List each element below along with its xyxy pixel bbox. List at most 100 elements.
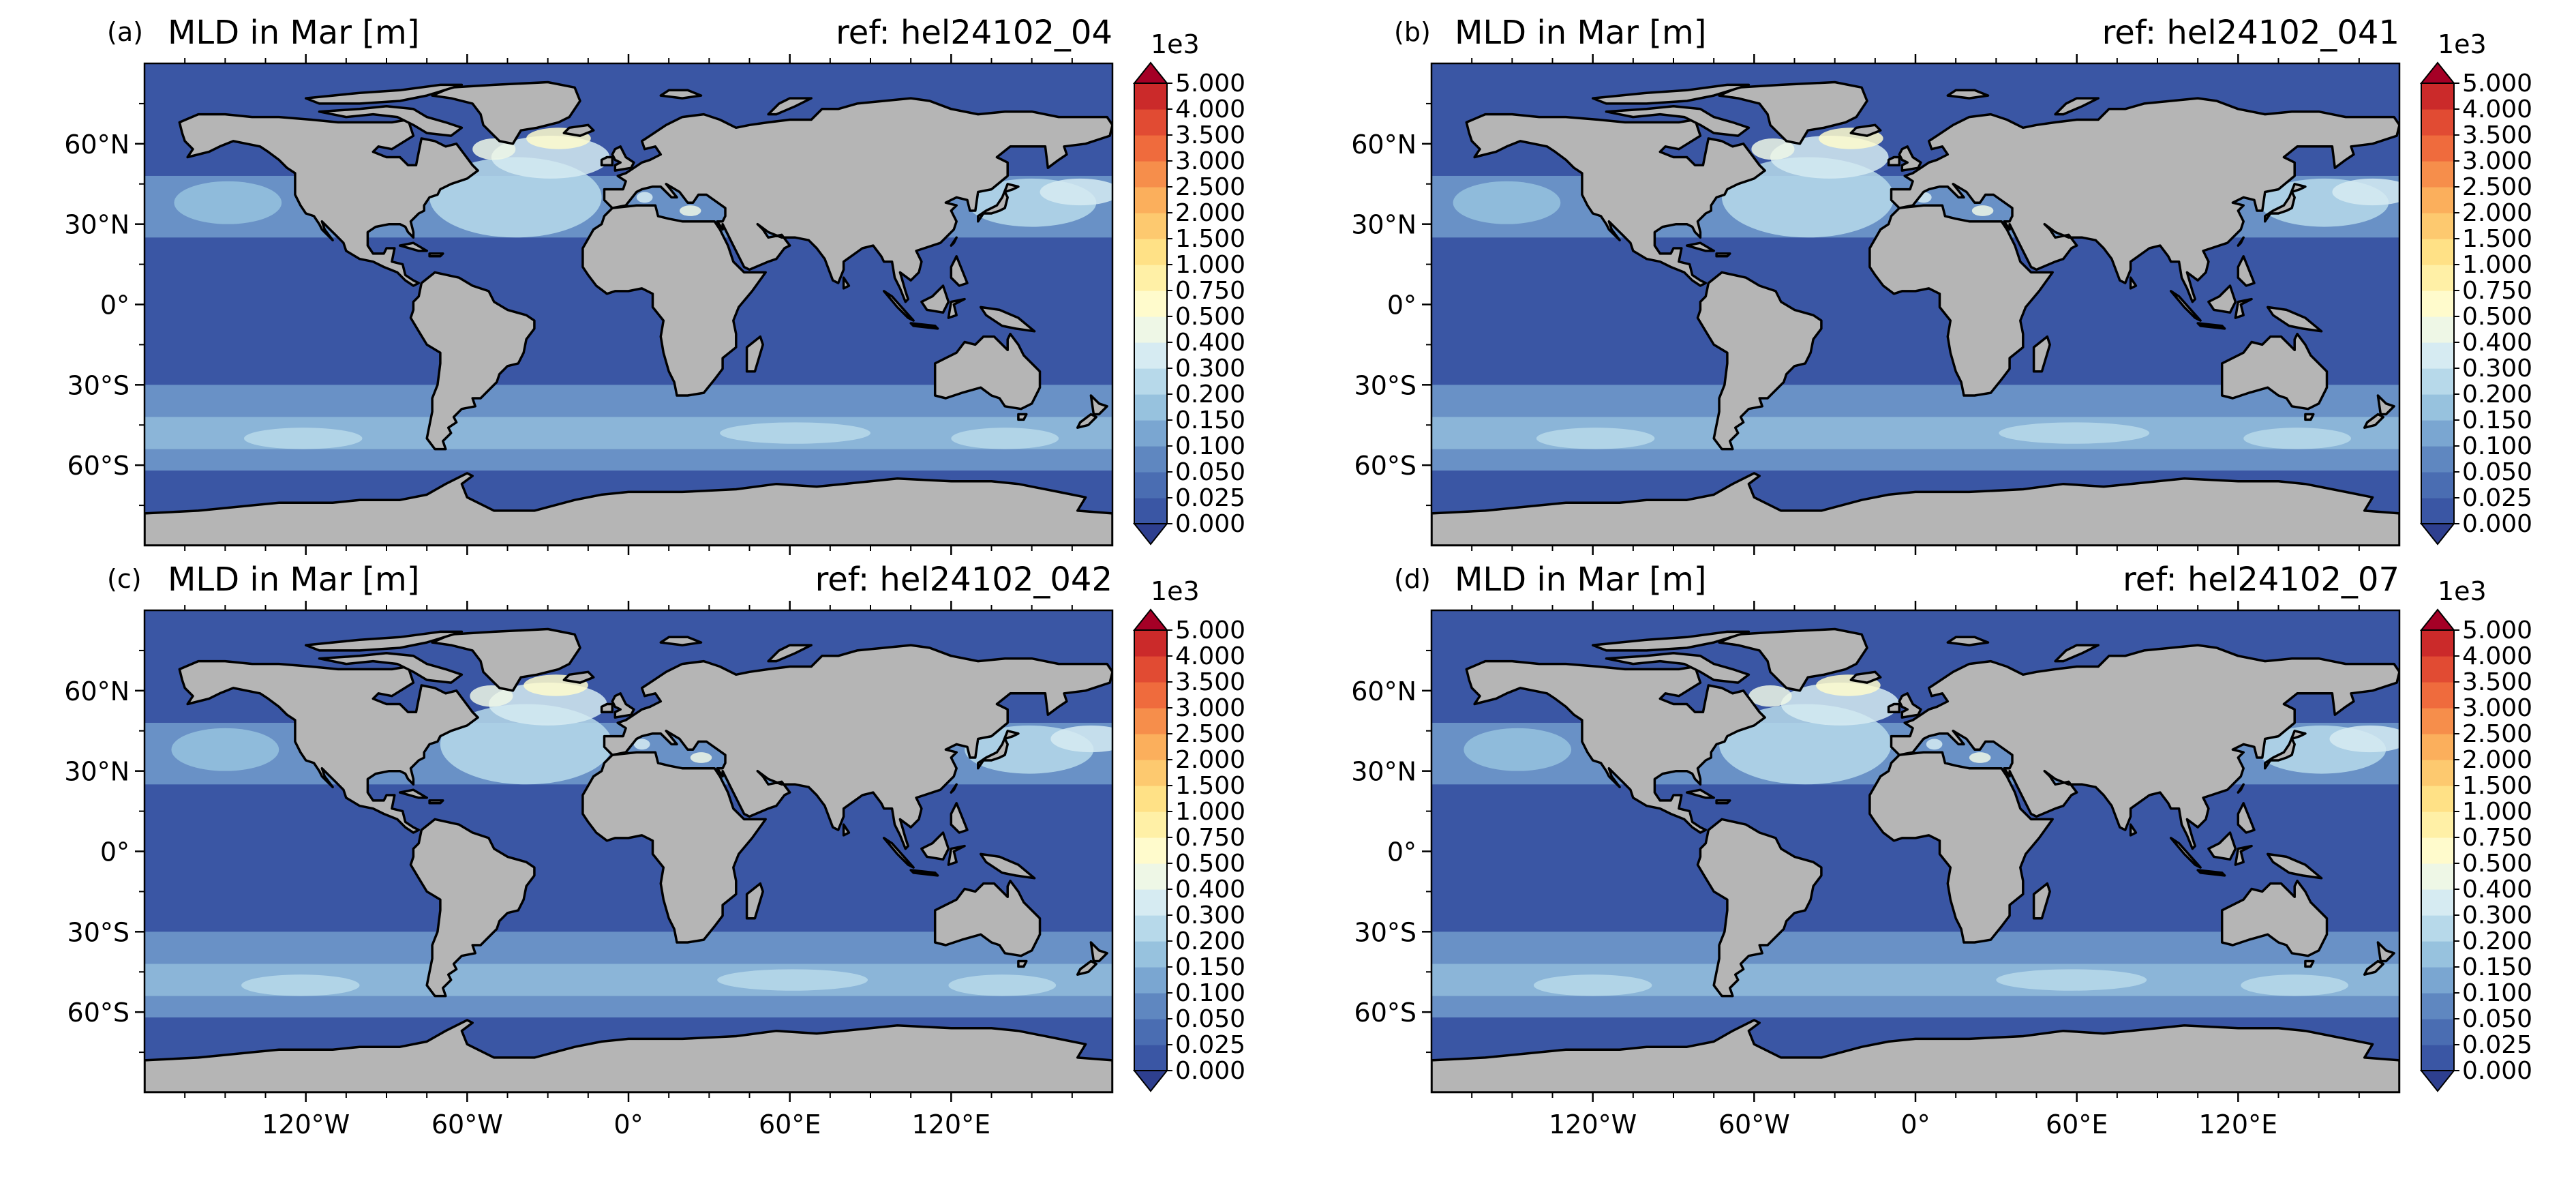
colorbar-tick-label: 0.500	[1175, 850, 1245, 878]
land-mass	[304, 83, 464, 105]
land-mass	[947, 844, 966, 866]
lat-tick-label: 30°S	[1354, 370, 1416, 400]
colorbar-segment	[1134, 472, 1167, 498]
colorbar-tick-label: 2.500	[2462, 173, 2532, 201]
land-mass	[2129, 823, 2138, 837]
colorbar-tick-label: 0.025	[1175, 484, 1245, 512]
mld-feature	[717, 969, 868, 991]
mld-feature	[2241, 974, 2349, 996]
lat-tick-label: 30°S	[1354, 917, 1416, 947]
land-mass	[745, 335, 764, 373]
lon-tick-label: 120°E	[912, 1109, 991, 1139]
lon-tick-label: 120°E	[2199, 1109, 2278, 1139]
colorbar-segment	[2421, 187, 2454, 213]
colorbar-segment	[1134, 265, 1167, 291]
mld-feature	[472, 138, 516, 160]
land-mass	[2376, 394, 2395, 416]
land-mass	[933, 332, 1042, 411]
colorbar-segment	[1134, 811, 1167, 838]
colorbar-segment	[1134, 394, 1167, 421]
mld-feature	[1050, 725, 1112, 753]
land-mass	[950, 802, 969, 834]
colorbar-tick-label: 0.400	[2462, 329, 2532, 357]
colorbar-segment	[1134, 863, 1167, 890]
land-mass	[933, 879, 1042, 957]
colorbar-segment	[1134, 760, 1167, 786]
mld-feature	[1748, 685, 1792, 707]
colorbar-tick-label: 5.000	[1175, 616, 1245, 644]
colorbar-segment	[1134, 630, 1167, 657]
colorbar-segment	[2421, 760, 2454, 786]
colorbar-tick-label: 0.025	[2462, 1031, 2532, 1059]
colorbar-tick-label: 1.000	[2462, 798, 2532, 826]
colorbar-segment	[1134, 1045, 1167, 1071]
colorbar-tick-label: 1.500	[1175, 772, 1245, 800]
colorbar-tick-label: 4.000	[2462, 95, 2532, 123]
lat-tick-label: 60°S	[67, 998, 130, 1028]
colorbar-extend-min	[2419, 523, 2456, 546]
mld-feature	[491, 136, 610, 179]
land-mass	[2032, 335, 2051, 373]
land-mass	[1868, 751, 2054, 944]
colorbar-tick-label: 0.400	[2462, 876, 2532, 904]
land-mass	[1605, 652, 1751, 684]
land-mass	[409, 818, 536, 998]
colorbar-segment	[2421, 368, 2454, 395]
colorbar-tick-label: 0.000	[2462, 510, 2532, 538]
lat-tick-label: 30°N	[1351, 757, 1416, 787]
land-mass	[2376, 941, 2395, 963]
panel-ref: ref: hel24102_041	[2102, 14, 2399, 52]
colorbar-tick-label: 1.500	[2462, 772, 2532, 800]
land-mass	[745, 882, 764, 920]
panel-label: (c)	[107, 564, 142, 594]
lat-tick-label: 60°N	[64, 676, 130, 706]
land-mass	[2196, 322, 2226, 330]
colorbar-segment	[1134, 915, 1167, 942]
colorbar-tick-label: 5.000	[1175, 70, 1245, 98]
land-mass	[2220, 332, 2329, 411]
mld-feature	[1781, 683, 1900, 726]
colorbar-tick-label: 0.500	[1175, 303, 1245, 331]
colorbar-segment	[2421, 472, 2454, 498]
colorbar-segment	[2421, 863, 2454, 890]
colorbar-segment	[1134, 682, 1167, 709]
land-mass	[920, 284, 950, 314]
land-mass	[909, 869, 939, 877]
land-mass	[909, 322, 939, 330]
colorbar-frame	[1134, 629, 1168, 1071]
land-mass	[611, 145, 635, 172]
colorbar-tick-label: 0.200	[2462, 381, 2532, 408]
land-mass	[178, 659, 479, 834]
land-mass	[1898, 145, 1922, 172]
land-mass	[431, 627, 581, 692]
colorbar-multiplier: 1e3	[1151, 29, 1200, 59]
land-mass	[2054, 97, 2100, 116]
colorbar-extend-min	[2419, 1070, 2456, 1092]
mld-feature	[948, 974, 1057, 996]
colorbar-segment	[2421, 265, 2454, 291]
colorbar-multiplier: 1e3	[2438, 29, 2487, 59]
land-mass	[659, 636, 703, 646]
mld-feature	[241, 974, 360, 996]
lat-tick-label: 0°	[100, 290, 130, 321]
lon-tick-label: 120°W	[1549, 1109, 1637, 1139]
colorbar-segment	[2421, 394, 2454, 421]
colorbar-segment	[2421, 239, 2454, 265]
mld-feature	[1969, 752, 1991, 763]
colorbar-tick-label: 0.100	[1175, 979, 1245, 1007]
land-mass	[2129, 276, 2138, 290]
colorbar-segment	[1134, 109, 1167, 136]
lat-tick-label: 30°N	[1351, 210, 1416, 240]
colorbar-tick-label: 0.200	[1175, 381, 1245, 408]
colorbar-segment	[2421, 342, 2454, 369]
colorbar: 0.0000.0250.0500.1000.1500.2000.3000.400…	[1132, 576, 1245, 1092]
colorbar-tick-label: 0.025	[1175, 1031, 1245, 1059]
land-mass	[603, 97, 1112, 303]
colorbar-tick-label: 0.100	[2462, 979, 2532, 1007]
land-mass	[2054, 644, 2100, 663]
lat-tick-label: 0°	[1387, 290, 1416, 321]
colorbar: 0.0000.0250.0500.1000.1500.2000.3000.400…	[2419, 576, 2532, 1092]
colorbar-tick-label: 3.500	[1175, 121, 1245, 149]
colorbar-tick-label: 2.000	[1175, 746, 1245, 774]
colorbar-tick-label: 4.000	[1175, 642, 1245, 670]
